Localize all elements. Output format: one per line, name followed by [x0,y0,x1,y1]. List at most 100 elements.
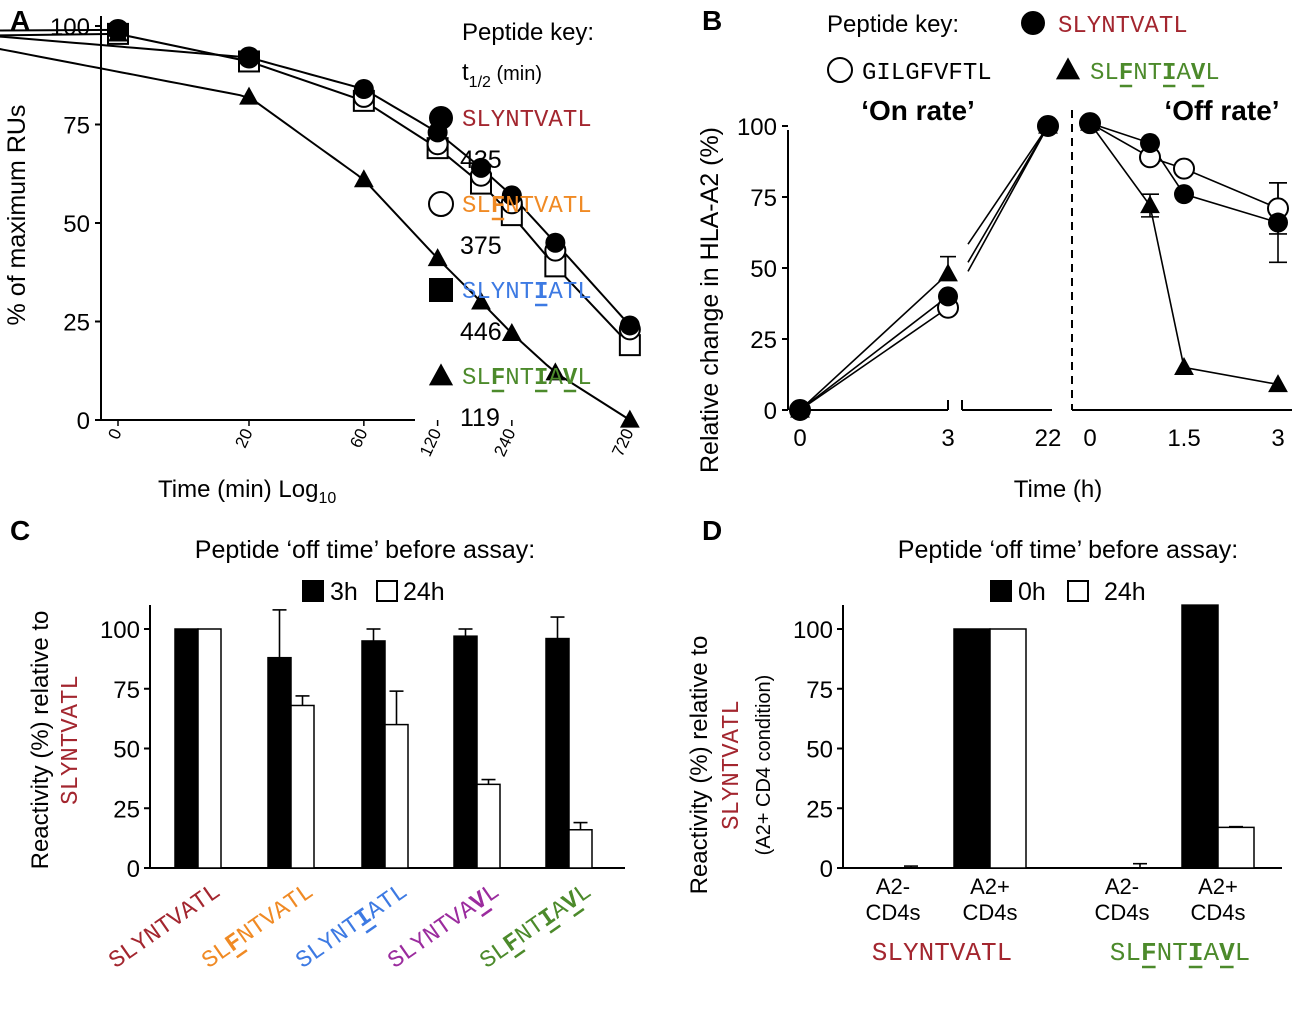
residue-underline [480,907,493,918]
x-tick-label: 0 [104,426,125,443]
peptide-segment: F [1141,938,1157,968]
panel-b-lines [799,122,1287,411]
data-point [938,286,958,307]
bar [290,704,315,869]
panel-c-legend-open-label: 24h [403,578,445,606]
data-point [1268,212,1288,233]
on-rate-label: ‘On rate’ [861,95,975,126]
key-t: t [462,59,469,86]
panel-d-bars [904,604,1255,869]
peptide-segment: NT [1157,938,1188,968]
y-tick-label: 25 [63,310,90,337]
bar [267,656,292,869]
peptide-segment: SLYNTVATL [872,938,1012,968]
data-point [353,169,374,188]
x-tick-label: 1.5 [1167,425,1200,452]
panel-d-legend-open-swatch [1067,580,1089,602]
x-tick-label: 60 [346,426,371,451]
panel-b-key-title: Peptide key: [827,11,959,38]
data-point [501,185,522,206]
peptide-segment: SL [1090,60,1119,87]
key-peptide: SLFNTIAVL [462,365,592,392]
data-point [938,263,958,282]
panel-d-legend-open-label: 24h [1104,578,1146,606]
panel-a-ylabel: % of maximum RUs [3,105,31,326]
x-tick-label: 720 [608,426,637,460]
data-point [1038,115,1058,134]
key-peptide: GILGFVFTL [862,60,992,87]
panel-b-y-ticks: 0 25 50 75 100 [737,114,788,425]
peptide-segment: L [1235,938,1251,968]
y-tick-label: 50 [63,211,90,238]
key-thalf: 375 [460,232,502,260]
on-rate-line [799,295,949,411]
x-tick-label: 120 [416,426,445,460]
residue-underline [549,924,561,934]
peptide-segment: SLYNT [462,279,534,306]
category-label: CD4s [1094,900,1149,925]
peptide-segment: NT [1133,60,1162,87]
peptide-segment: GILGFVFTL [862,60,992,87]
peptide-segment: F [491,193,505,220]
panel-label-c: C [10,515,30,546]
y-tick-label: 100 [793,617,833,644]
bar [384,723,409,869]
y-tick-label: 25 [806,796,833,823]
bar [989,628,1027,869]
key-marker [1021,11,1045,35]
y-tick-label: 75 [113,677,140,704]
y-tick-label: 0 [127,856,140,883]
panel-a-x-ticks: 0 20 60 120 240 720 [104,420,637,459]
bar [476,783,501,869]
panel-a-xlabel: Time (min) Log10 [158,476,336,507]
panel-d-group-labels: SLYNTVATL SLFNTIAVL [872,938,1250,969]
panel-d: D Peptide ‘off time’ before assay: 0h 24… [686,515,1282,969]
key-marker [428,191,454,217]
y-tick-label: 75 [750,185,777,212]
data-point [353,79,374,100]
peptide-segment: ATL [548,279,591,306]
data-point [471,291,491,310]
key-thalf: 435 [460,146,502,174]
data-point [427,248,448,267]
data-point [1140,195,1160,214]
panel-d-ylabel-line1: Reactivity (%) relative to [686,636,713,895]
panel-b: B Peptide key: SLYNTVATL GILGFVFTL SLFNTIA… [696,5,1292,503]
key-marker [428,363,454,386]
on-rate-line [799,307,949,411]
data-point [1080,112,1100,131]
y-tick-label: 100 [50,14,90,41]
peptide-segment: A [548,365,563,392]
panel-b-key: SLYNTVATL GILGFVFTL SLFNTIAVL [827,11,1220,88]
data-point [1268,374,1288,393]
panel-a-xlabel-main: Time (min) Log [158,476,318,503]
residue-underline [572,907,585,918]
panel-c: C Peptide ‘off time’ before assay: 3h 24… [10,515,625,975]
bar [545,637,570,869]
data-point [619,315,640,336]
x-tick-label: 0 [793,425,806,452]
key-peptide: SLYNTIATL [462,279,592,306]
panel-c-legend-filled-swatch [302,580,324,602]
data-point [1140,133,1160,154]
peptide-segment: A [1176,60,1191,87]
group-peptide: SLFNTIAVL [1110,938,1250,968]
data-point [239,47,259,68]
panel-d-y-ticks: 0 25 50 75 100 [793,617,843,883]
peptide-segment: SLYNTVATL [1058,13,1188,40]
bar [953,628,991,869]
key-marker [429,106,453,130]
off-rate-line [1089,122,1279,386]
peptide-segment: SL [462,365,491,392]
panel-d-legend-filled-swatch [990,580,1012,602]
y-tick-label: 100 [737,114,777,141]
panel-c-bars [174,609,593,869]
key-marker [429,278,453,302]
y-tick-label: 0 [820,856,833,883]
data-point [1174,357,1194,376]
key-peptide: SLYNTVATL [1058,13,1188,40]
bar [1181,604,1219,869]
